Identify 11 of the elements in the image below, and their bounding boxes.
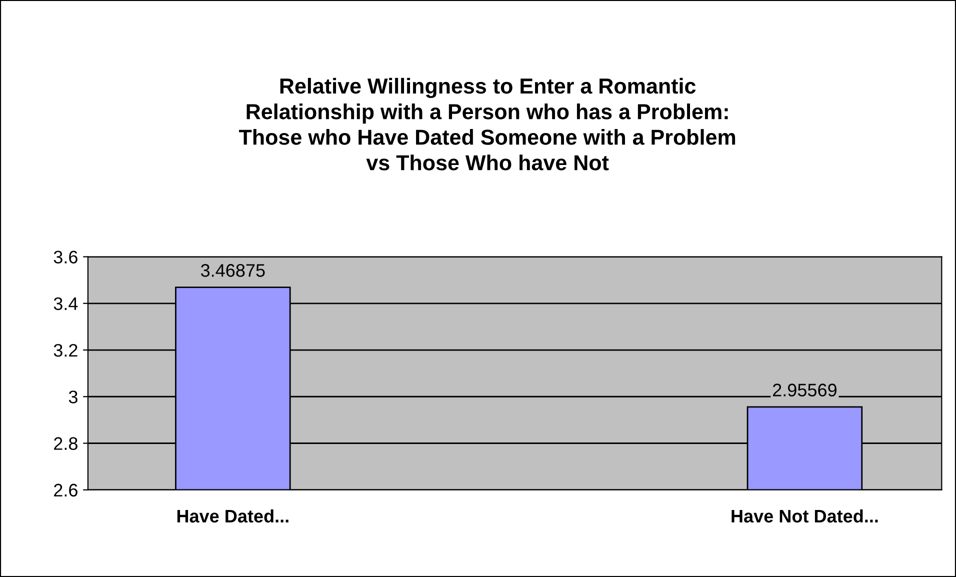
y-tick-label: 3.2 (54, 344, 78, 357)
data-label: 3.46875 (200, 264, 265, 277)
y-tick-label: 3 (68, 390, 78, 404)
chart-title: Relative Willingness to Enter a Romantic Relationship with a Person who has a Problem: Those who Have Dated Someone with a Problem vs Those Who have Not (239, 78, 736, 170)
x-tick-label: Have Dated... (177, 509, 288, 523)
data-label: 2.95569 (772, 384, 836, 396)
y-tick-label: 2.6 (54, 484, 78, 497)
y-tick-label: 3.6 (54, 250, 78, 264)
x-tick-label: Have Not Dated... (732, 509, 878, 523)
y-tick-label: 2.8 (54, 437, 78, 450)
y-tick-label: 3.4 (54, 297, 78, 310)
